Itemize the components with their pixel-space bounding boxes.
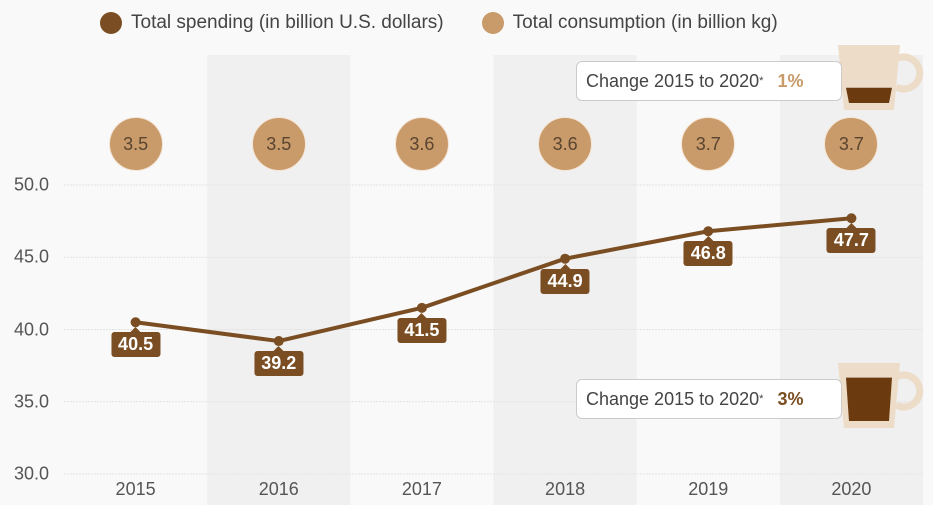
spending-data-label: 44.9 (540, 263, 590, 294)
consumption-bubble: 3.6 (538, 117, 593, 171)
spending-cup-icon-coffee (846, 377, 892, 421)
callout-text: Change 2015 to 2020 (586, 388, 760, 409)
spending-point (846, 213, 857, 224)
spending-data-label: 47.7 (826, 223, 876, 254)
legend-swatch-consumption (481, 12, 504, 34)
y-tick-label: 35.0 (14, 391, 50, 412)
legend-label-consumption: Total consumption (in billion kg) (512, 12, 778, 33)
spending-data-label: 40.5 (111, 327, 161, 358)
consumption-cup-icon-coffee (846, 87, 892, 103)
consumption-bubble: 3.7 (824, 117, 879, 171)
spending-line (135, 216, 852, 344)
y-tick-label: 50.0 (14, 174, 50, 195)
spending-data-label: 41.5 (397, 312, 447, 343)
spending-change-value: 3% (777, 388, 804, 409)
y-tick-label: 45.0 (14, 246, 50, 267)
consumption-bubble: 3.5 (251, 117, 306, 171)
spending-point (130, 317, 141, 328)
spending-point (273, 336, 284, 347)
spending-point (703, 226, 714, 237)
y-tick-label: 40.0 (14, 319, 50, 339)
legend-item-spending: Total spending (in billion U.S. dollars) (100, 12, 444, 34)
x-tick-label: 2017 (401, 479, 442, 499)
legend-label-spending: Total spending (in billion U.S. dollars) (131, 12, 444, 33)
spending-cup-icon-handle (894, 371, 924, 411)
spending-point (560, 253, 571, 264)
y-tick-label: 30.0 (14, 463, 50, 484)
x-tick-label: 2018 (545, 479, 586, 499)
consumption-bubble: 3.5 (108, 117, 163, 171)
spending-data-label: 46.8 (683, 236, 733, 267)
legend-item-consumption: Total consumption (in billion kg) (481, 12, 778, 34)
consumption-change-value: 1% (777, 70, 804, 91)
x-tick-label: 2015 (115, 479, 156, 499)
legend-swatch-spending (100, 12, 122, 34)
spending-change-callout: Change 2015 to 2020 * 3% (576, 379, 842, 419)
callout-asterisk: * (759, 393, 764, 405)
x-tick-label: 2019 (688, 479, 729, 499)
callout-text: Change 2015 to 2020 (586, 70, 760, 91)
spending-point (416, 302, 427, 313)
consumption-bubble: 3.6 (394, 117, 449, 171)
x-tick-label: 2020 (831, 479, 872, 499)
consumption-change-callout: Change 2015 to 2020 * 1% (576, 61, 842, 101)
consumption-cup-icon-handle (894, 53, 924, 93)
callout-asterisk: * (759, 75, 764, 87)
spending-data-label: 39.2 (254, 346, 304, 377)
x-tick-label: 2016 (258, 479, 299, 499)
consumption-bubble: 3.7 (681, 117, 736, 171)
legend: Total spending (in billion U.S. dollars)… (100, 12, 816, 34)
